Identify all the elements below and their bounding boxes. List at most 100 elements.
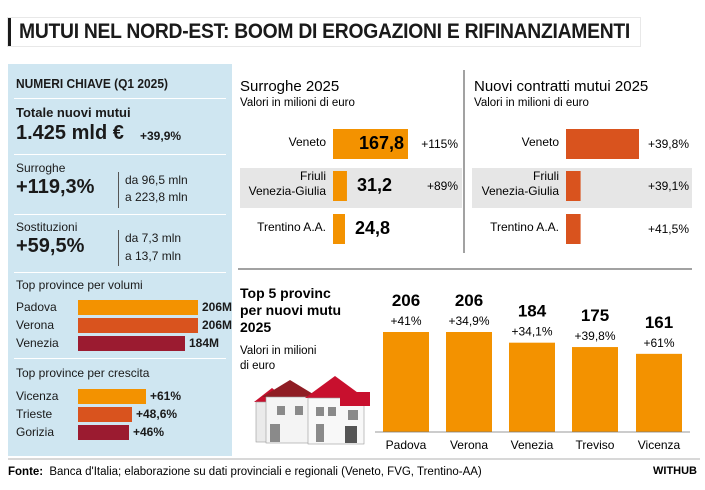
brand-logo: WITHUB <box>653 465 697 477</box>
province-bar <box>78 318 198 333</box>
category-label: Friuli <box>300 169 326 183</box>
province-label: Trieste <box>16 407 53 421</box>
change-label: +41,5% <box>648 222 689 236</box>
sostituzioni-to: a 13,7 mln <box>125 249 182 263</box>
surroghe-from: da 96,5 mln <box>125 173 188 187</box>
change-label: +61% <box>643 336 674 350</box>
sostituzioni-value: +59,5% <box>16 235 85 257</box>
bar <box>333 214 345 244</box>
contratti-chart-subtitle: Valori in milioni di euro <box>474 97 589 109</box>
change-label: +34,9% <box>448 314 489 328</box>
province-label: Venezia <box>16 336 59 350</box>
top5-chart-subtitle-line2: di euro <box>240 360 275 372</box>
title-bar: MUTUI NEL NORD-EST: BOOM DI EROGAZIONI E… <box>8 18 640 46</box>
bar <box>509 342 555 432</box>
value-label: 206 <box>392 291 420 310</box>
category-label: Verona <box>450 438 488 452</box>
province-bar <box>78 425 129 440</box>
houses-illustration <box>254 376 370 445</box>
category-label: Venezia-Giulia <box>249 184 327 198</box>
value-label: 175 <box>581 306 609 325</box>
surroghe-chart-title: Surroghe 2025 <box>240 78 339 95</box>
province-value: 206M <box>202 318 233 332</box>
category-label: Treviso <box>576 438 615 452</box>
divider <box>14 214 226 215</box>
bar <box>636 353 682 432</box>
value-label: 206 <box>455 291 483 310</box>
value-label: 24,8 <box>355 218 390 238</box>
category-label: Padova <box>386 438 427 452</box>
province-label: Verona <box>16 318 55 332</box>
divider <box>14 272 226 273</box>
divider <box>14 154 226 155</box>
divider <box>14 358 226 359</box>
surroghe-value: +119,3% <box>16 176 95 198</box>
change-label: +41% <box>390 314 421 328</box>
bar <box>333 171 347 201</box>
top5-chart: 206 +41% Padova 206 +34,9% Verona 184 +34,1% Ven… <box>375 291 690 452</box>
sostituzioni-from: da 7,3 mln <box>125 231 182 245</box>
row-band <box>240 168 462 208</box>
bar <box>333 129 408 159</box>
total-label: Totale nuovi mutui <box>16 105 131 120</box>
category-label: Trentino A.A. <box>257 220 326 234</box>
source-prefix: Fonte: <box>8 466 43 478</box>
surroghe-label: Surroghe <box>16 161 66 175</box>
divider <box>14 98 226 99</box>
top5-chart-title-line1: Top 5 provinc <box>240 285 331 301</box>
province-bar <box>78 407 132 422</box>
bar <box>446 332 492 432</box>
surroghe-chart-subtitle: Valori in milioni di euro <box>240 97 355 109</box>
value-label: 161 <box>645 313 673 332</box>
category-label: Vicenza <box>638 438 681 452</box>
bar <box>572 347 618 432</box>
sostituzioni-label: Sostituzioni <box>16 220 78 234</box>
province-label: Padova <box>16 300 57 314</box>
change-label: +115% <box>421 137 458 151</box>
province-bar <box>78 300 198 315</box>
change-label: +39,1% <box>648 179 689 193</box>
province-value: +48,6% <box>136 407 178 421</box>
top5-chart-title-line2: per nuovi mutu <box>240 302 341 318</box>
surroghe-to: a 223,8 mln <box>125 190 188 204</box>
category-label: Trentino A.A. <box>490 220 559 234</box>
top5-chart-title-line3: 2025 <box>240 319 271 335</box>
bar <box>566 214 581 244</box>
province-value: 206M <box>202 300 233 314</box>
category-label: Venezia-Giulia <box>482 184 560 198</box>
category-label: Veneto <box>289 135 327 149</box>
source-text: Banca d'Italia; elaborazione su dati pro… <box>49 466 482 478</box>
volumes-title: Top province per volumi <box>16 278 143 292</box>
total-change: +39,9% <box>140 129 182 143</box>
province-label: Gorizia <box>16 425 55 439</box>
contratti-chart-title: Nuovi contratti mutui 2025 <box>474 78 648 95</box>
key-numbers-panel: NUMERI CHIAVE (Q1 2025) Totale nuovi mut… <box>8 64 232 456</box>
category-label: Venezia <box>511 438 554 452</box>
total-value: 1.425 mld € <box>16 122 124 144</box>
top5-chart-subtitle-line1: Valori in milioni <box>240 345 316 357</box>
change-label: +89% <box>427 179 458 193</box>
category-label: Veneto <box>522 135 560 149</box>
province-value: +61% <box>150 389 182 403</box>
page-title: MUTUI NEL NORD-EST: BOOM DI EROGAZIONI E… <box>19 20 631 43</box>
change-label: +39,8% <box>574 329 615 343</box>
value-label: 184 <box>518 302 547 321</box>
bar <box>566 129 639 159</box>
province-value: +46% <box>133 425 165 439</box>
province-label: Vicenza <box>16 389 59 403</box>
category-label: Friuli <box>533 169 559 183</box>
row-band <box>472 168 692 208</box>
province-value: 184M <box>189 336 220 350</box>
value-label: 31,2 <box>357 175 392 195</box>
separator-line <box>118 172 119 208</box>
bar <box>566 171 581 201</box>
key-numbers-header: NUMERI CHIAVE (Q1 2025) <box>16 76 168 91</box>
source-note: Fonte: Banca d'Italia; elaborazione su d… <box>8 466 482 478</box>
value-label: 167,8 <box>359 133 404 153</box>
separator-line <box>118 230 119 266</box>
growth-title: Top province per crescita <box>16 366 150 380</box>
province-bar <box>78 336 185 351</box>
